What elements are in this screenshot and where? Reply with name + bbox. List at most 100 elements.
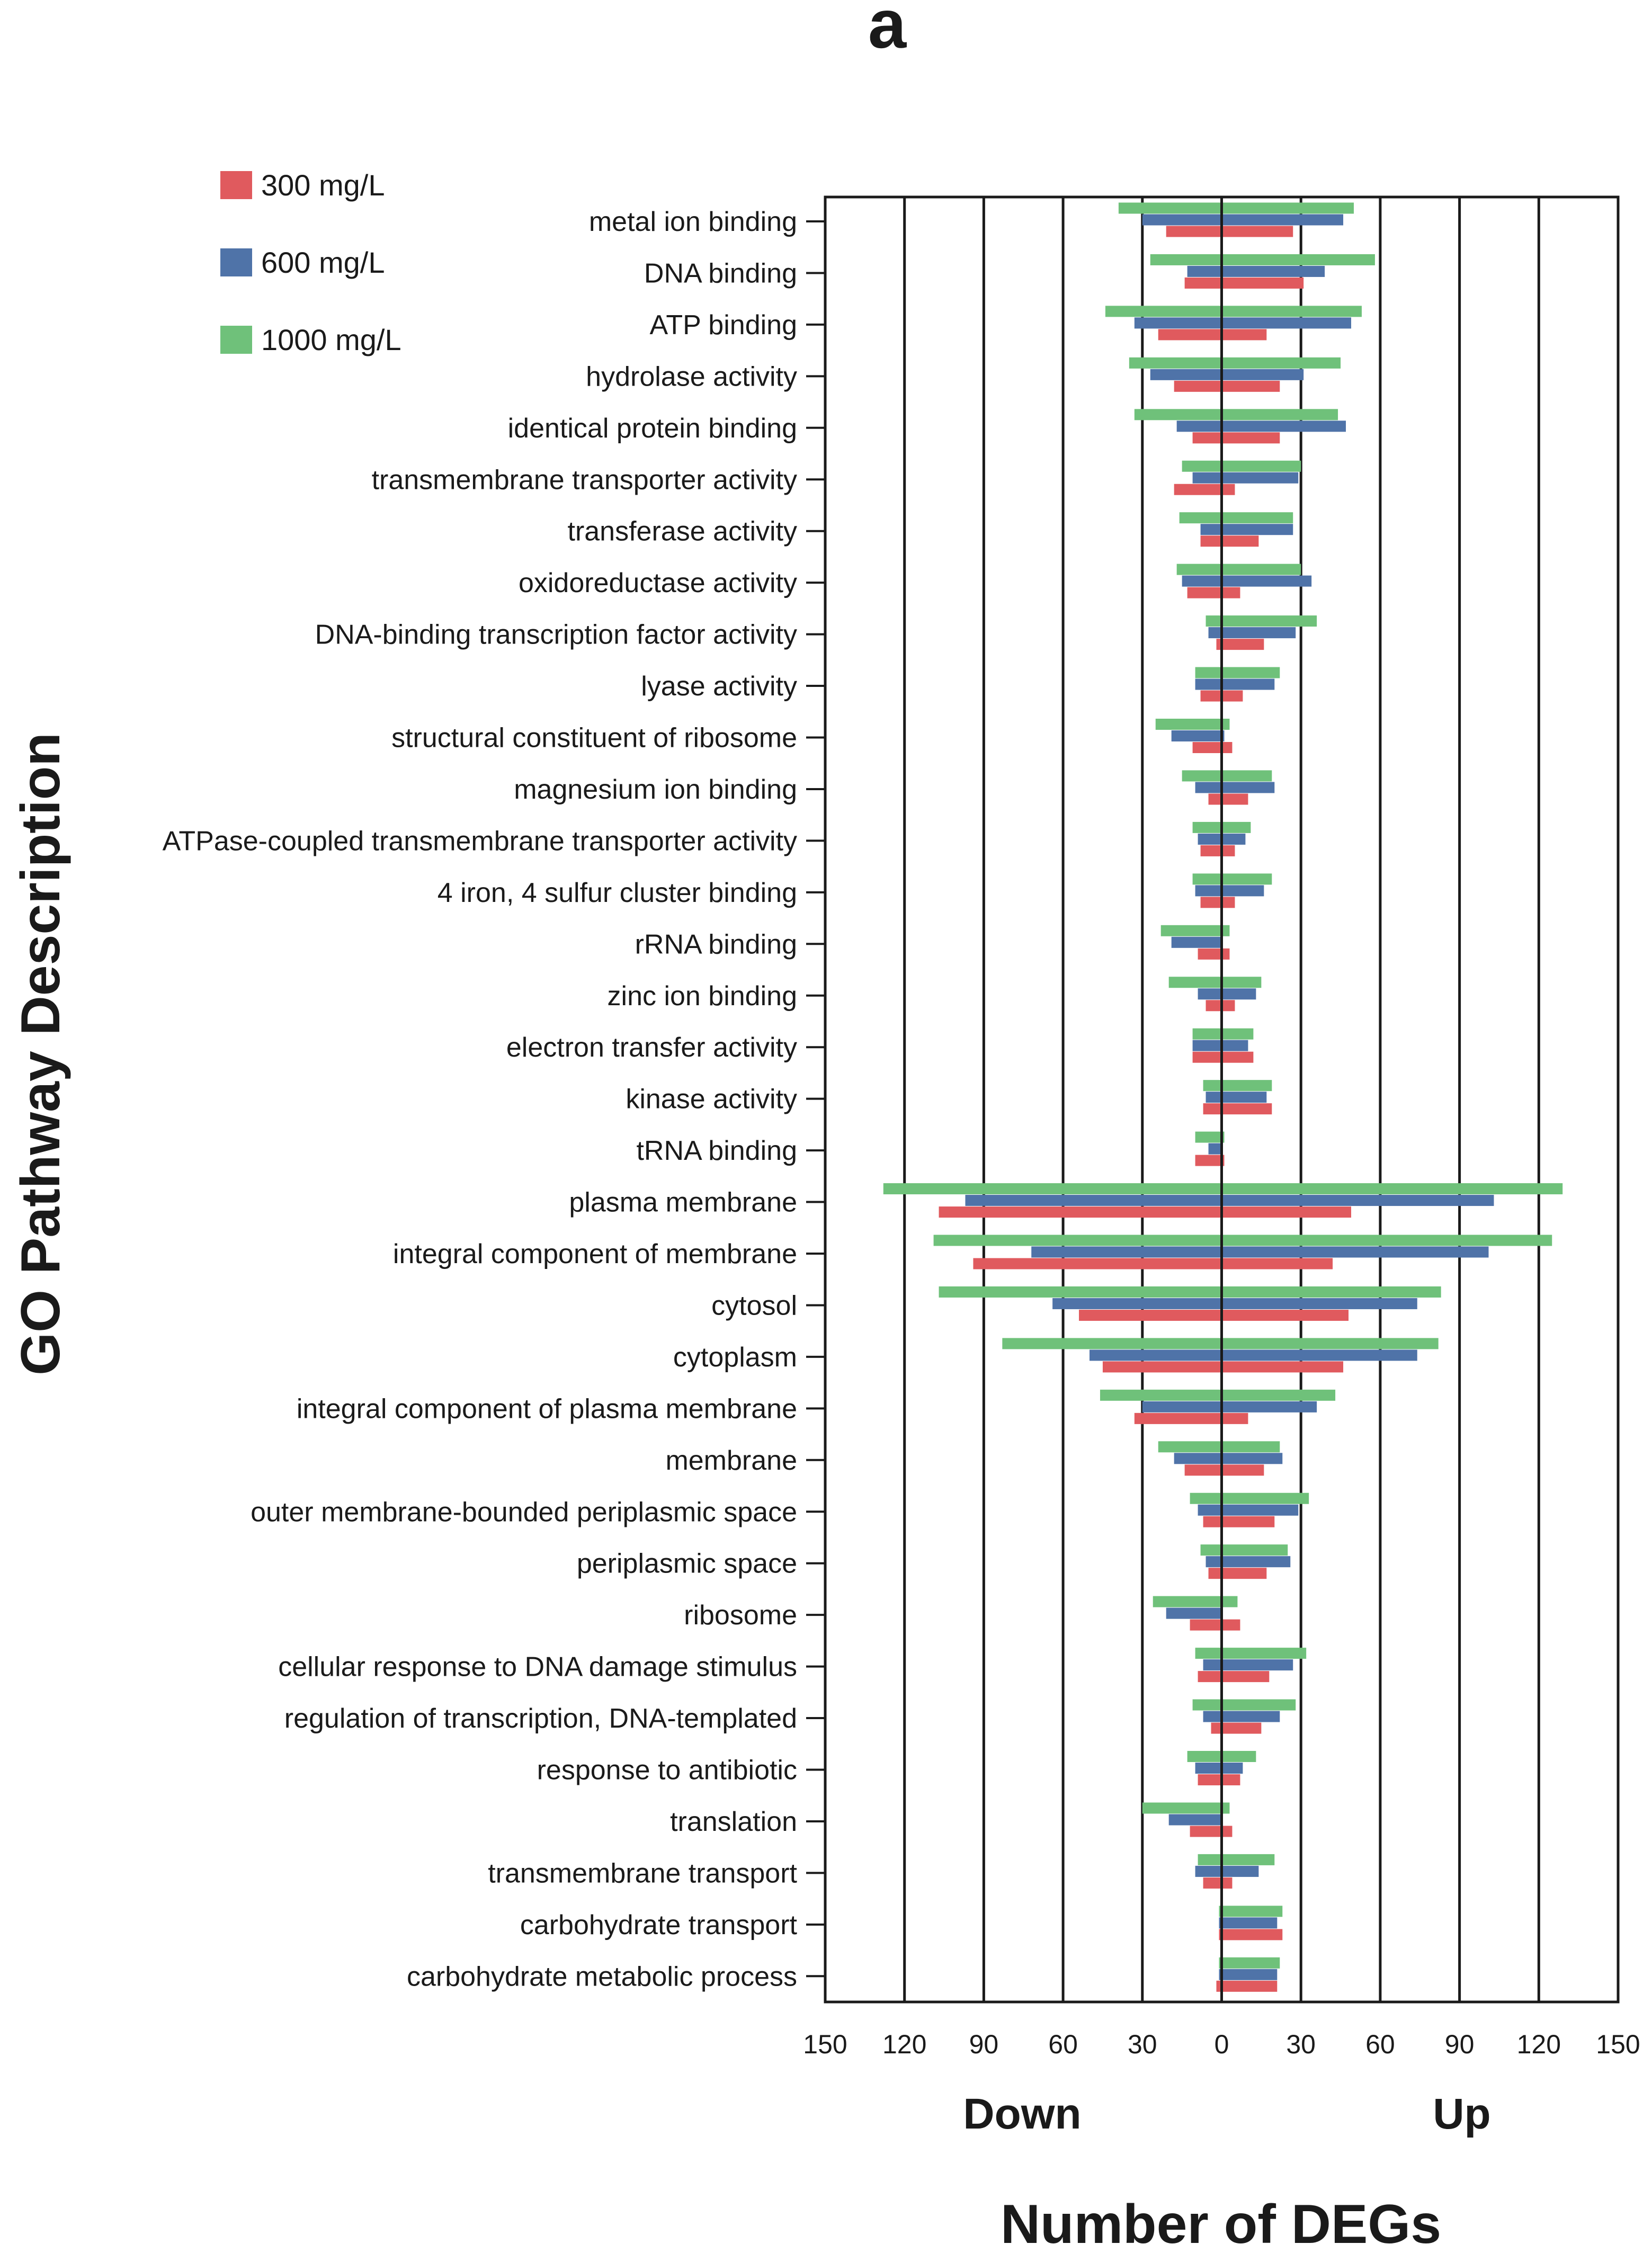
bar-1000-mg-l xyxy=(1203,1080,1272,1092)
panel-label: a xyxy=(868,0,907,62)
bar-600-mg-l xyxy=(1219,1969,1278,1980)
bar-600-mg-l xyxy=(1150,369,1304,380)
bar-600-mg-l xyxy=(1182,575,1312,587)
legend-swatch-1000 xyxy=(220,326,252,354)
bar-1000-mg-l xyxy=(1182,770,1272,782)
bar-1000-mg-l xyxy=(1198,1854,1275,1865)
x-axis-title: Number of DEGs xyxy=(1001,2194,1441,2255)
bar-600-mg-l xyxy=(1090,1349,1417,1361)
bar-1000-mg-l xyxy=(1176,564,1301,575)
bar-600-mg-l xyxy=(1171,730,1225,741)
bar-300-mg-l xyxy=(1079,1309,1349,1321)
bar-1000-mg-l xyxy=(1158,1441,1280,1453)
bar-600-mg-l xyxy=(1166,1607,1222,1619)
bar-300-mg-l xyxy=(1190,1826,1233,1837)
legend-label-600: 600 mg/L xyxy=(261,246,385,279)
category-label: cytoplasm xyxy=(673,1342,797,1373)
category-label: electron transfer activity xyxy=(506,1032,797,1063)
bar-600-mg-l xyxy=(1174,1453,1283,1464)
bar-300-mg-l xyxy=(939,1206,1352,1218)
bar-600-mg-l xyxy=(1219,1917,1278,1929)
bar-600-mg-l xyxy=(1195,782,1275,793)
bar-1000-mg-l xyxy=(1142,1802,1230,1814)
bar-300-mg-l xyxy=(1192,742,1233,753)
bar-1000-mg-l xyxy=(1179,512,1293,524)
bar-600-mg-l xyxy=(1195,1763,1243,1774)
bar-600-mg-l xyxy=(1208,627,1296,639)
bar-600-mg-l xyxy=(1208,1143,1222,1155)
category-label: response to antibiotic xyxy=(537,1755,797,1786)
category-label: structural constituent of ribosome xyxy=(391,723,797,754)
bar-600-mg-l xyxy=(1195,885,1264,897)
bar-1000-mg-l xyxy=(933,1235,1552,1246)
bar-1000-mg-l xyxy=(1168,977,1262,988)
x-tick-labels: 150 120 90 60 30 0 30 60 90 120 150 xyxy=(803,2029,1640,2059)
bar-300-mg-l xyxy=(1198,1671,1270,1683)
bar-600-mg-l xyxy=(1195,1865,1259,1877)
category-label: ATP binding xyxy=(650,310,797,341)
bar-300-mg-l xyxy=(1166,226,1293,237)
bar-300-mg-l xyxy=(1190,1619,1240,1631)
bar-600-mg-l xyxy=(1187,265,1325,277)
bar-300-mg-l xyxy=(1198,1774,1240,1785)
y-axis-title: GO Pathway Description xyxy=(10,732,72,1375)
x-tick-label: 30 xyxy=(1286,2029,1316,2059)
category-label: ribosome xyxy=(684,1600,797,1631)
category-label: cytosol xyxy=(711,1290,797,1321)
bar-300-mg-l xyxy=(1195,1155,1225,1166)
bar-300-mg-l xyxy=(1200,845,1235,856)
bar-300-mg-l xyxy=(1203,1103,1272,1115)
bar-600-mg-l xyxy=(1142,214,1344,226)
bar-1000-mg-l xyxy=(1100,1389,1336,1401)
bar-1000-mg-l xyxy=(1200,1544,1288,1556)
category-label: DNA-binding transcription factor activit… xyxy=(315,620,797,650)
bar-600-mg-l xyxy=(1205,1556,1291,1568)
bar-600-mg-l xyxy=(1195,678,1275,690)
category-label: plasma membrane xyxy=(569,1187,797,1218)
bar-600-mg-l xyxy=(1200,524,1293,535)
category-label: oxidoreductase activity xyxy=(519,568,797,598)
x-tick-label: 0 xyxy=(1215,2029,1229,2059)
bar-600-mg-l xyxy=(1198,988,1256,1000)
category-label: kinase activity xyxy=(626,1084,797,1115)
bar-1000-mg-l xyxy=(1134,409,1338,421)
category-label: outer membrane-bounded periplasmic space xyxy=(251,1497,797,1527)
x-tick-label: 120 xyxy=(1517,2029,1561,2059)
category-label: zinc ion binding xyxy=(608,981,797,1012)
category-label: regulation of transcription, DNA-templat… xyxy=(284,1703,797,1734)
x-tick-label: 30 xyxy=(1128,2029,1157,2059)
bar-1000-mg-l xyxy=(939,1286,1441,1298)
category-label: translation xyxy=(670,1807,797,1837)
category-label: transferase activity xyxy=(568,516,798,547)
bar-300-mg-l xyxy=(1200,535,1259,547)
category-label: ATPase-coupled transmembrane transporter… xyxy=(163,826,797,856)
legend-swatch-600 xyxy=(220,248,252,276)
bar-1000-mg-l xyxy=(1219,1906,1283,1917)
bar-600-mg-l xyxy=(1198,1504,1299,1516)
bar-600-mg-l xyxy=(1168,1814,1222,1826)
bar-1000-mg-l xyxy=(1195,667,1280,678)
x-tick-label: 150 xyxy=(1596,2029,1640,2059)
bar-300-mg-l xyxy=(1198,948,1230,960)
x-tick-label: 90 xyxy=(969,2029,999,2059)
bar-600-mg-l xyxy=(1203,1659,1293,1671)
bar-1000-mg-l xyxy=(1190,1492,1309,1504)
category-label: carbohydrate transport xyxy=(520,1910,798,1941)
bar-300-mg-l xyxy=(1187,587,1240,598)
category-label: integral component of membrane xyxy=(393,1239,797,1269)
bar-1000-mg-l xyxy=(1129,357,1341,369)
bar-1000-mg-l xyxy=(1118,202,1354,214)
bar-1000-mg-l xyxy=(1205,615,1317,627)
bar-600-mg-l xyxy=(1176,421,1346,432)
up-label: Up xyxy=(1433,2090,1490,2138)
category-label: cellular response to DNA damage stimulus xyxy=(278,1652,797,1683)
category-label: lyase activity xyxy=(641,671,797,702)
bar-1000-mg-l xyxy=(1105,306,1362,317)
bar-300-mg-l xyxy=(1158,329,1267,341)
category-label: integral component of plasma membrane xyxy=(297,1393,797,1424)
bar-300-mg-l xyxy=(1203,1877,1233,1889)
bar-300-mg-l xyxy=(1219,1929,1283,1941)
bar-300-mg-l xyxy=(1192,432,1280,444)
category-label: identical protein binding xyxy=(508,413,797,444)
